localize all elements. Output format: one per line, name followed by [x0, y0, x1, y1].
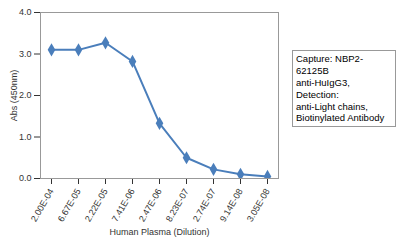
html-text:Biotinylated Antibody: Biotinylated Antibody — [296, 112, 385, 124]
svg-text:3.05E-08: 3.05E-08 — [245, 187, 272, 224]
svg-text:3.0: 3.0 — [19, 49, 32, 59]
svg-text:2.22E-05: 2.22E-05 — [83, 187, 110, 224]
html-text:anti-Light chains,: anti-Light chains, — [296, 100, 368, 112]
html-text:anti-HuIgG3,: anti-HuIgG3, — [296, 76, 350, 88]
html-text:Capture: NBP2-62125B: Capture: NBP2-62125B — [296, 53, 364, 76]
svg-text:7.41E-06: 7.41E-06 — [110, 187, 137, 224]
svg-text:2.74E-07: 2.74E-07 — [191, 187, 218, 224]
html-text:Detection:: Detection: — [296, 88, 339, 100]
svg-text:Abs (450nm): Abs (450nm) — [9, 70, 19, 122]
svg-text:Human Plasma (Dilution): Human Plasma (Dilution) — [109, 227, 209, 237]
svg-text:0.0: 0.0 — [19, 173, 32, 183]
svg-text:9.14E-08: 9.14E-08 — [218, 187, 245, 224]
svg-text:4.0: 4.0 — [19, 7, 32, 17]
svg-text:1.0: 1.0 — [19, 132, 32, 142]
svg-text:2.47E-06: 2.47E-06 — [137, 187, 164, 224]
svg-text:2.00E-04: 2.00E-04 — [29, 187, 56, 224]
svg-text:8.23E-07: 8.23E-07 — [164, 187, 191, 224]
svg-text:2.0: 2.0 — [19, 90, 32, 100]
svg-text:6.67E-05: 6.67E-05 — [56, 187, 83, 224]
